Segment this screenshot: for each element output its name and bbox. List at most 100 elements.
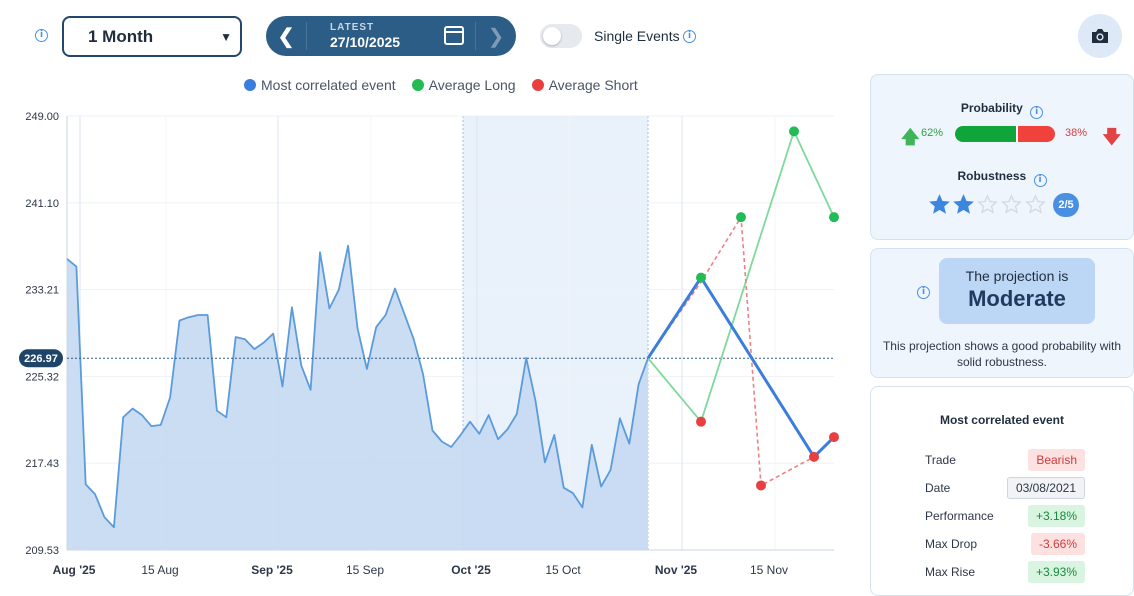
- correlated-row-max-rise: Max Rise +3.93%: [925, 561, 1085, 583]
- x-tick-label: 15 Nov: [750, 563, 788, 577]
- y-tick-label: 241.10: [25, 198, 59, 210]
- max-rise-badge: +3.93%: [1027, 561, 1085, 583]
- correlated-row-max-drop: Max Drop -3.66%: [925, 533, 1085, 555]
- legend-item-correlated[interactable]: Most correlated event: [244, 77, 396, 93]
- y-tick-label: 217.43: [25, 458, 59, 470]
- y-tick-label: 225.32: [25, 371, 59, 383]
- robustness-badge: 2/5: [1053, 193, 1079, 217]
- probability-short-fill: [1017, 126, 1055, 142]
- probability-bar: [955, 126, 1055, 142]
- toolbar: i 1 Month ▼ ❮ LATEST 27/10/2025 ❯ Single…: [0, 0, 1134, 72]
- next-date-button[interactable]: ❯: [487, 25, 505, 48]
- legend-label: Average Long: [428, 77, 516, 93]
- arrow-up-icon: 🡅: [901, 127, 920, 147]
- x-tick-label: Oct '25: [451, 563, 491, 577]
- correlated-row-performance: Performance +3.18%: [925, 505, 1085, 527]
- projection-panel: i The projection is Moderate This projec…: [870, 248, 1134, 378]
- row-key: Trade: [925, 453, 956, 467]
- chart-canvas[interactable]: 249.00 241.10 233.21 225.32 217.43 209.53 Aug …: [0, 72, 860, 591]
- projection-description: This projection shows a good probability…: [882, 339, 1122, 369]
- x-tick-label: 15 Oct: [545, 563, 581, 577]
- robustness-title: Robustness i: [871, 169, 1133, 187]
- row-key: Max Rise: [925, 565, 976, 579]
- probability-gap: [1015, 126, 1018, 142]
- info-icon[interactable]: i: [683, 30, 696, 43]
- arrow-down-icon: 🡇: [1102, 127, 1121, 147]
- legend-dot: [411, 79, 424, 91]
- average-short-line: [647, 214, 835, 487]
- chevron-down-icon: ▼: [220, 30, 232, 44]
- correlated-event-panel: Most correlated event Trade Bearish Date…: [870, 386, 1134, 596]
- period-select-value: 1 Month: [88, 26, 154, 46]
- y-tick-label: 233.21: [25, 285, 59, 297]
- y-tick-label: 209.53: [25, 545, 59, 557]
- current-price-label: 226.97: [24, 353, 58, 365]
- calendar-icon[interactable]: [444, 26, 464, 45]
- average-short-point: [829, 432, 839, 443]
- correlated-event-title: Most correlated event: [939, 413, 1065, 427]
- probability-panel: Probability i 🡅 62% 38% 🡇 Robustness i 2…: [870, 74, 1134, 240]
- legend-item-long[interactable]: Average Long: [411, 77, 516, 93]
- average-long-line: [647, 128, 835, 424]
- camera-icon: [1092, 29, 1108, 43]
- performance-badge: +3.18%: [1027, 505, 1085, 527]
- average-short-point: [756, 480, 766, 491]
- info-icon[interactable]: i: [1030, 106, 1044, 119]
- average-long-point: [789, 126, 799, 137]
- robustness-title-text: Robustness: [957, 169, 1027, 183]
- row-key: Performance: [925, 509, 994, 523]
- projection-prefix: The projection is: [965, 268, 1069, 284]
- single-events-toggle[interactable]: [540, 24, 582, 48]
- row-key: Max Drop: [925, 537, 978, 551]
- x-tick-label: 15 Sep: [346, 563, 384, 577]
- robustness-stars: [929, 194, 1046, 215]
- date-navigator: ❮ LATEST 27/10/2025 ❯: [266, 16, 516, 56]
- average-long-point: [696, 272, 706, 283]
- legend-label: Most correlated event: [261, 77, 396, 93]
- prev-date-button[interactable]: ❮: [277, 25, 295, 48]
- x-tick-label: 15 Aug: [141, 563, 178, 577]
- period-select[interactable]: 1 Month ▼: [62, 16, 242, 57]
- projection-value: Moderate: [968, 286, 1066, 311]
- price-chart: 249.00 241.10 233.21 225.32 217.43 209.53 Aug …: [0, 72, 860, 591]
- divider: [306, 22, 307, 50]
- star-empty-icon: [1001, 194, 1022, 214]
- row-key: Date: [925, 481, 951, 495]
- info-icon[interactable]: i: [917, 286, 930, 299]
- average-short-point: [809, 451, 819, 462]
- legend-item-short[interactable]: Average Short: [531, 77, 638, 93]
- trade-badge: Bearish: [1028, 449, 1085, 471]
- long-probability: 62%: [921, 127, 944, 139]
- x-tick-label: Aug '25: [53, 563, 96, 577]
- single-events-label: Single Events: [594, 28, 680, 44]
- average-long-point: [736, 212, 746, 223]
- star-empty-icon: [977, 194, 998, 214]
- price-line: [66, 244, 649, 529]
- chart-legend: Most correlated event Average Long Avera…: [244, 77, 638, 93]
- probability-bar-group: 🡅 62% 38% 🡇: [901, 125, 1121, 147]
- probability-title-text: Probability: [960, 101, 1023, 115]
- average-long-point: [829, 212, 839, 223]
- date-value: 27/10/2025: [330, 34, 401, 50]
- x-tick-label: Sep '25: [251, 563, 293, 577]
- legend-label: Average Short: [548, 77, 638, 93]
- correlated-row-trade: Trade Bearish: [925, 449, 1085, 471]
- probability-long-fill: [955, 126, 1016, 142]
- screenshot-button[interactable]: [1078, 14, 1122, 58]
- correlated-row-date: Date 03/08/2021: [925, 477, 1085, 499]
- star-filled-icon: [953, 194, 974, 214]
- projection-box: The projection is Moderate: [939, 258, 1095, 324]
- y-tick-label: 249.00: [25, 111, 59, 123]
- star-empty-icon: [1025, 194, 1046, 214]
- legend-dot: [244, 79, 256, 91]
- price-area: [67, 245, 648, 550]
- divider: [475, 22, 476, 50]
- current-price-badge: [19, 349, 63, 368]
- date-badge[interactable]: 03/08/2021: [1006, 477, 1085, 499]
- legend-dot: [531, 79, 544, 91]
- probability-title: Probability i: [871, 101, 1133, 119]
- info-icon[interactable]: i: [35, 29, 48, 42]
- info-icon[interactable]: i: [1033, 174, 1047, 187]
- max-drop-badge: -3.66%: [1030, 533, 1085, 555]
- toggle-knob: [543, 27, 561, 45]
